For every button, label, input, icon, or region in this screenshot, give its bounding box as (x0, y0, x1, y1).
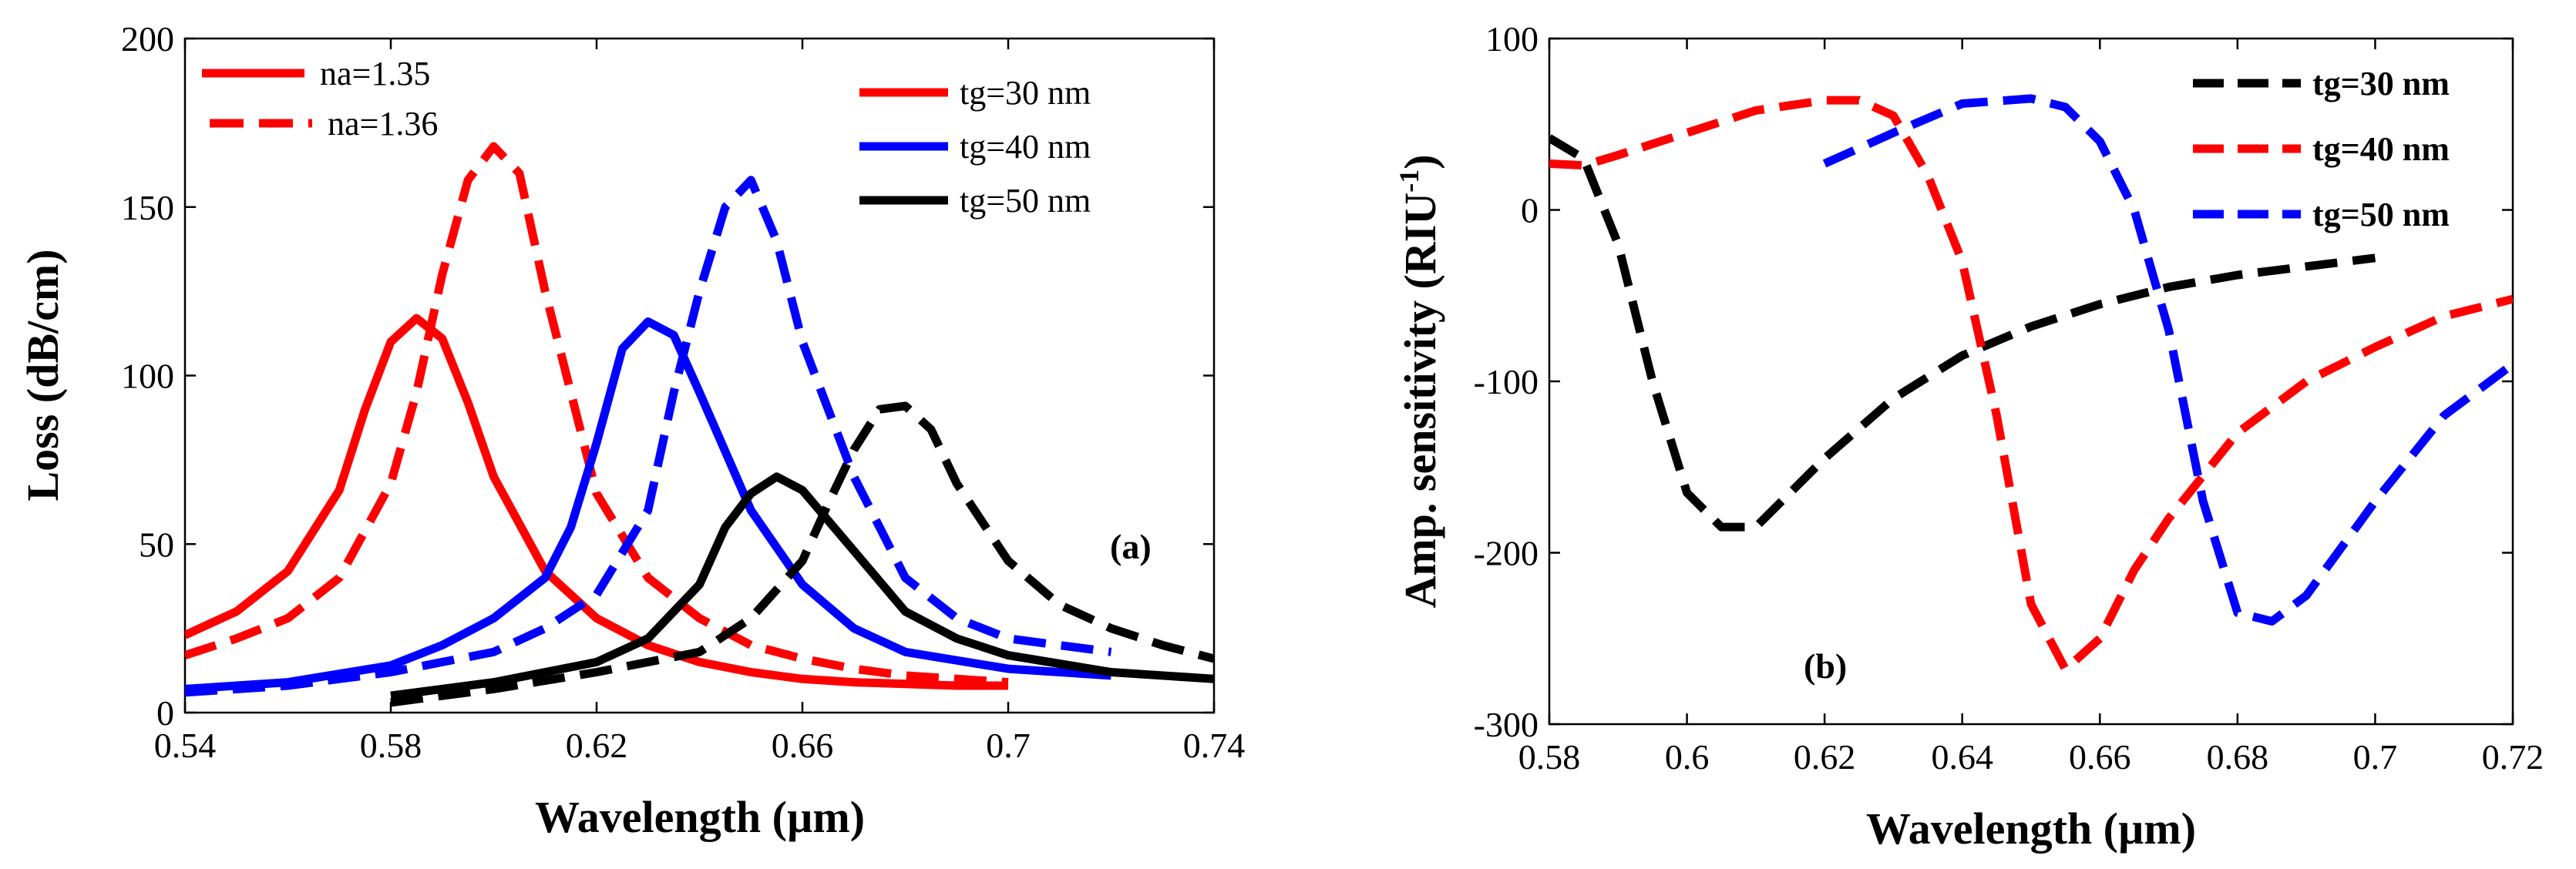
legend-label-tg30: tg=30 nm (960, 74, 1091, 112)
b-x-tick-label: 0.68 (2207, 737, 2269, 777)
b-x-tick-label: 0.6 (1665, 737, 1710, 777)
panel-a-legend-thickness: tg=30 nm tg=40 nm tg=50 nm (859, 74, 1091, 220)
panel-b-y-tick-labels: -300 -200 -100 0 100 (1474, 19, 1539, 744)
panel-a-x-tick-labels: 0.54 0.58 0.62 0.66 0.7 0.74 (154, 726, 1246, 765)
a-series-line-5 (390, 401, 1214, 707)
a-y-tick-label: 100 (121, 357, 174, 396)
panel-b-ticks (1548, 37, 2514, 726)
a-x-tick-label: 0.58 (360, 726, 422, 765)
panel-a-legend-linestyle: na=1.35 na=1.36 (202, 55, 438, 143)
legend-label-tg50: tg=50 nm (960, 182, 1091, 220)
a-series-line-2 (185, 317, 1111, 693)
a-series-line-1 (185, 142, 1009, 687)
b-x-tick-label: 0.62 (1794, 737, 1856, 777)
panel-b-y-axis-title-exponent: -1 (1394, 169, 1424, 193)
b-series-line-1 (1549, 96, 2513, 674)
b-y-tick-label: 0 (1521, 191, 1539, 230)
b-y-tick-label: -200 (1474, 534, 1539, 573)
panel-b-legend: tg=30 nm tg=40 nm tg=50 nm (2193, 65, 2450, 233)
b-y-tick-label: -300 (1474, 705, 1539, 744)
b-x-tick-label: 0.58 (1518, 737, 1581, 777)
a-y-tick-label: 150 (121, 188, 174, 227)
panel-b-sensitivity-chart: 0.58 0.6 0.62 0.64 0.66 0.68 0.7 0.72 -300-200-… (1394, 19, 2544, 854)
panel-b-x-tick-labels: 0.58 0.6 0.62 0.64 0.66 0.68 0.7 0.72 (1518, 737, 2544, 777)
a-x-tick-label: 0.66 (772, 726, 834, 765)
b-x-tick-label: 0.64 (1931, 737, 1993, 777)
panel-b-y-axis-title: Amp. sensitivity (RIU-1) (1394, 154, 1445, 608)
a-series-line-3 (185, 176, 1112, 697)
panel-a-loss-chart: 0.54 0.58 0.62 0.66 0.7 0.74 0 50 100 150 200 Wav… (18, 19, 1245, 842)
legend-label-tg40: tg=40 nm (960, 128, 1091, 166)
a-y-tick-label: 200 (121, 19, 174, 59)
panel-a-y-axis-title: Loss (dB/cm) (18, 249, 68, 501)
legend-label-b-tg30: tg=30 nm (2312, 65, 2450, 102)
a-x-tick-label: 0.62 (566, 726, 628, 765)
a-y-tick-label: 0 (156, 693, 174, 733)
a-series-line-4 (390, 472, 1214, 700)
panel-a-ticks (183, 37, 1216, 714)
panel-a-label: (a) (1110, 527, 1152, 566)
a-series-line-0 (185, 314, 1008, 690)
b-x-tick-label: 0.72 (2482, 737, 2544, 777)
b-series-line-0 (1549, 134, 2376, 532)
b-x-tick-label: 0.7 (2353, 737, 2398, 777)
b-y-tick-label: 100 (1485, 19, 1539, 59)
panel-b-label: (b) (1804, 646, 1847, 686)
a-y-tick-label: 50 (139, 525, 174, 564)
legend-label-na135: na=1.35 (320, 55, 430, 92)
legend-label-b-tg50: tg=50 nm (2312, 196, 2450, 233)
legend-label-na136: na=1.36 (328, 105, 438, 143)
a-x-tick-label: 0.54 (154, 726, 217, 765)
b-series-line-2 (1822, 94, 2513, 626)
panel-b-y-axis-title-main: Amp. sensitivity (RIU (1395, 193, 1445, 609)
b-y-tick-label: -100 (1474, 362, 1539, 401)
panel-a-y-tick-labels: 0 50 100 150 200 (121, 19, 174, 733)
panel-a-x-axis-title: Wavelength (µm) (535, 792, 865, 842)
panel-b-x-axis-title: Wavelength (µm) (1866, 804, 2196, 854)
panel-a-series (185, 142, 1214, 707)
a-x-tick-label: 0.7 (986, 726, 1031, 765)
b-x-tick-label: 0.66 (2069, 737, 2131, 777)
a-x-tick-label: 0.74 (1183, 726, 1246, 765)
panel-b-series (1549, 94, 2513, 674)
legend-label-b-tg40: tg=40 nm (2312, 130, 2450, 168)
panel-b-y-axis-title-close: ) (1395, 154, 1445, 169)
